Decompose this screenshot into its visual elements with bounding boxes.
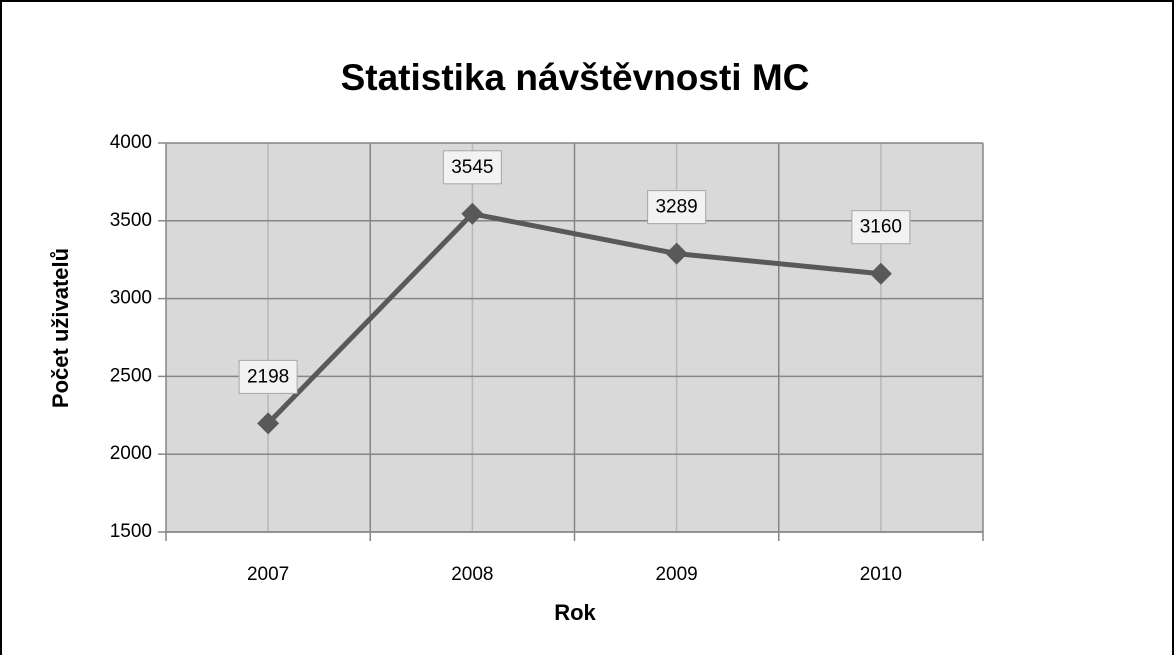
y-tick-label: 2000	[110, 443, 152, 464]
marker	[461, 202, 484, 225]
y-tick-label: 1500	[110, 521, 152, 542]
x-tick-label: 2007	[247, 564, 289, 585]
y-axis-title: Počet uživatelů	[48, 248, 73, 408]
data-label-box	[647, 190, 707, 225]
y-tick-label: 2500	[110, 365, 152, 386]
data-label-box	[442, 150, 502, 185]
data-label-box	[238, 359, 298, 394]
y-tick-label: 3500	[110, 210, 152, 231]
data-label: 2198	[247, 366, 289, 387]
x-tick-label: 2010	[860, 564, 902, 585]
data-label: 3160	[860, 217, 902, 238]
marker	[869, 262, 892, 285]
x-axis-title: Rok	[554, 600, 596, 625]
line	[266, 211, 882, 426]
data-label: 3545	[451, 157, 493, 178]
y-tick-label: 4000	[110, 132, 152, 153]
data-label-box	[851, 210, 911, 245]
x-tick-label: 2008	[451, 564, 493, 585]
data-label: 3289	[655, 197, 697, 218]
marker	[257, 412, 280, 435]
x-tick-label: 2009	[655, 564, 697, 585]
chart-title: Statistika návštěvnosti MC	[341, 57, 810, 98]
y-tick-label: 3000	[110, 288, 152, 309]
marker	[665, 242, 688, 265]
